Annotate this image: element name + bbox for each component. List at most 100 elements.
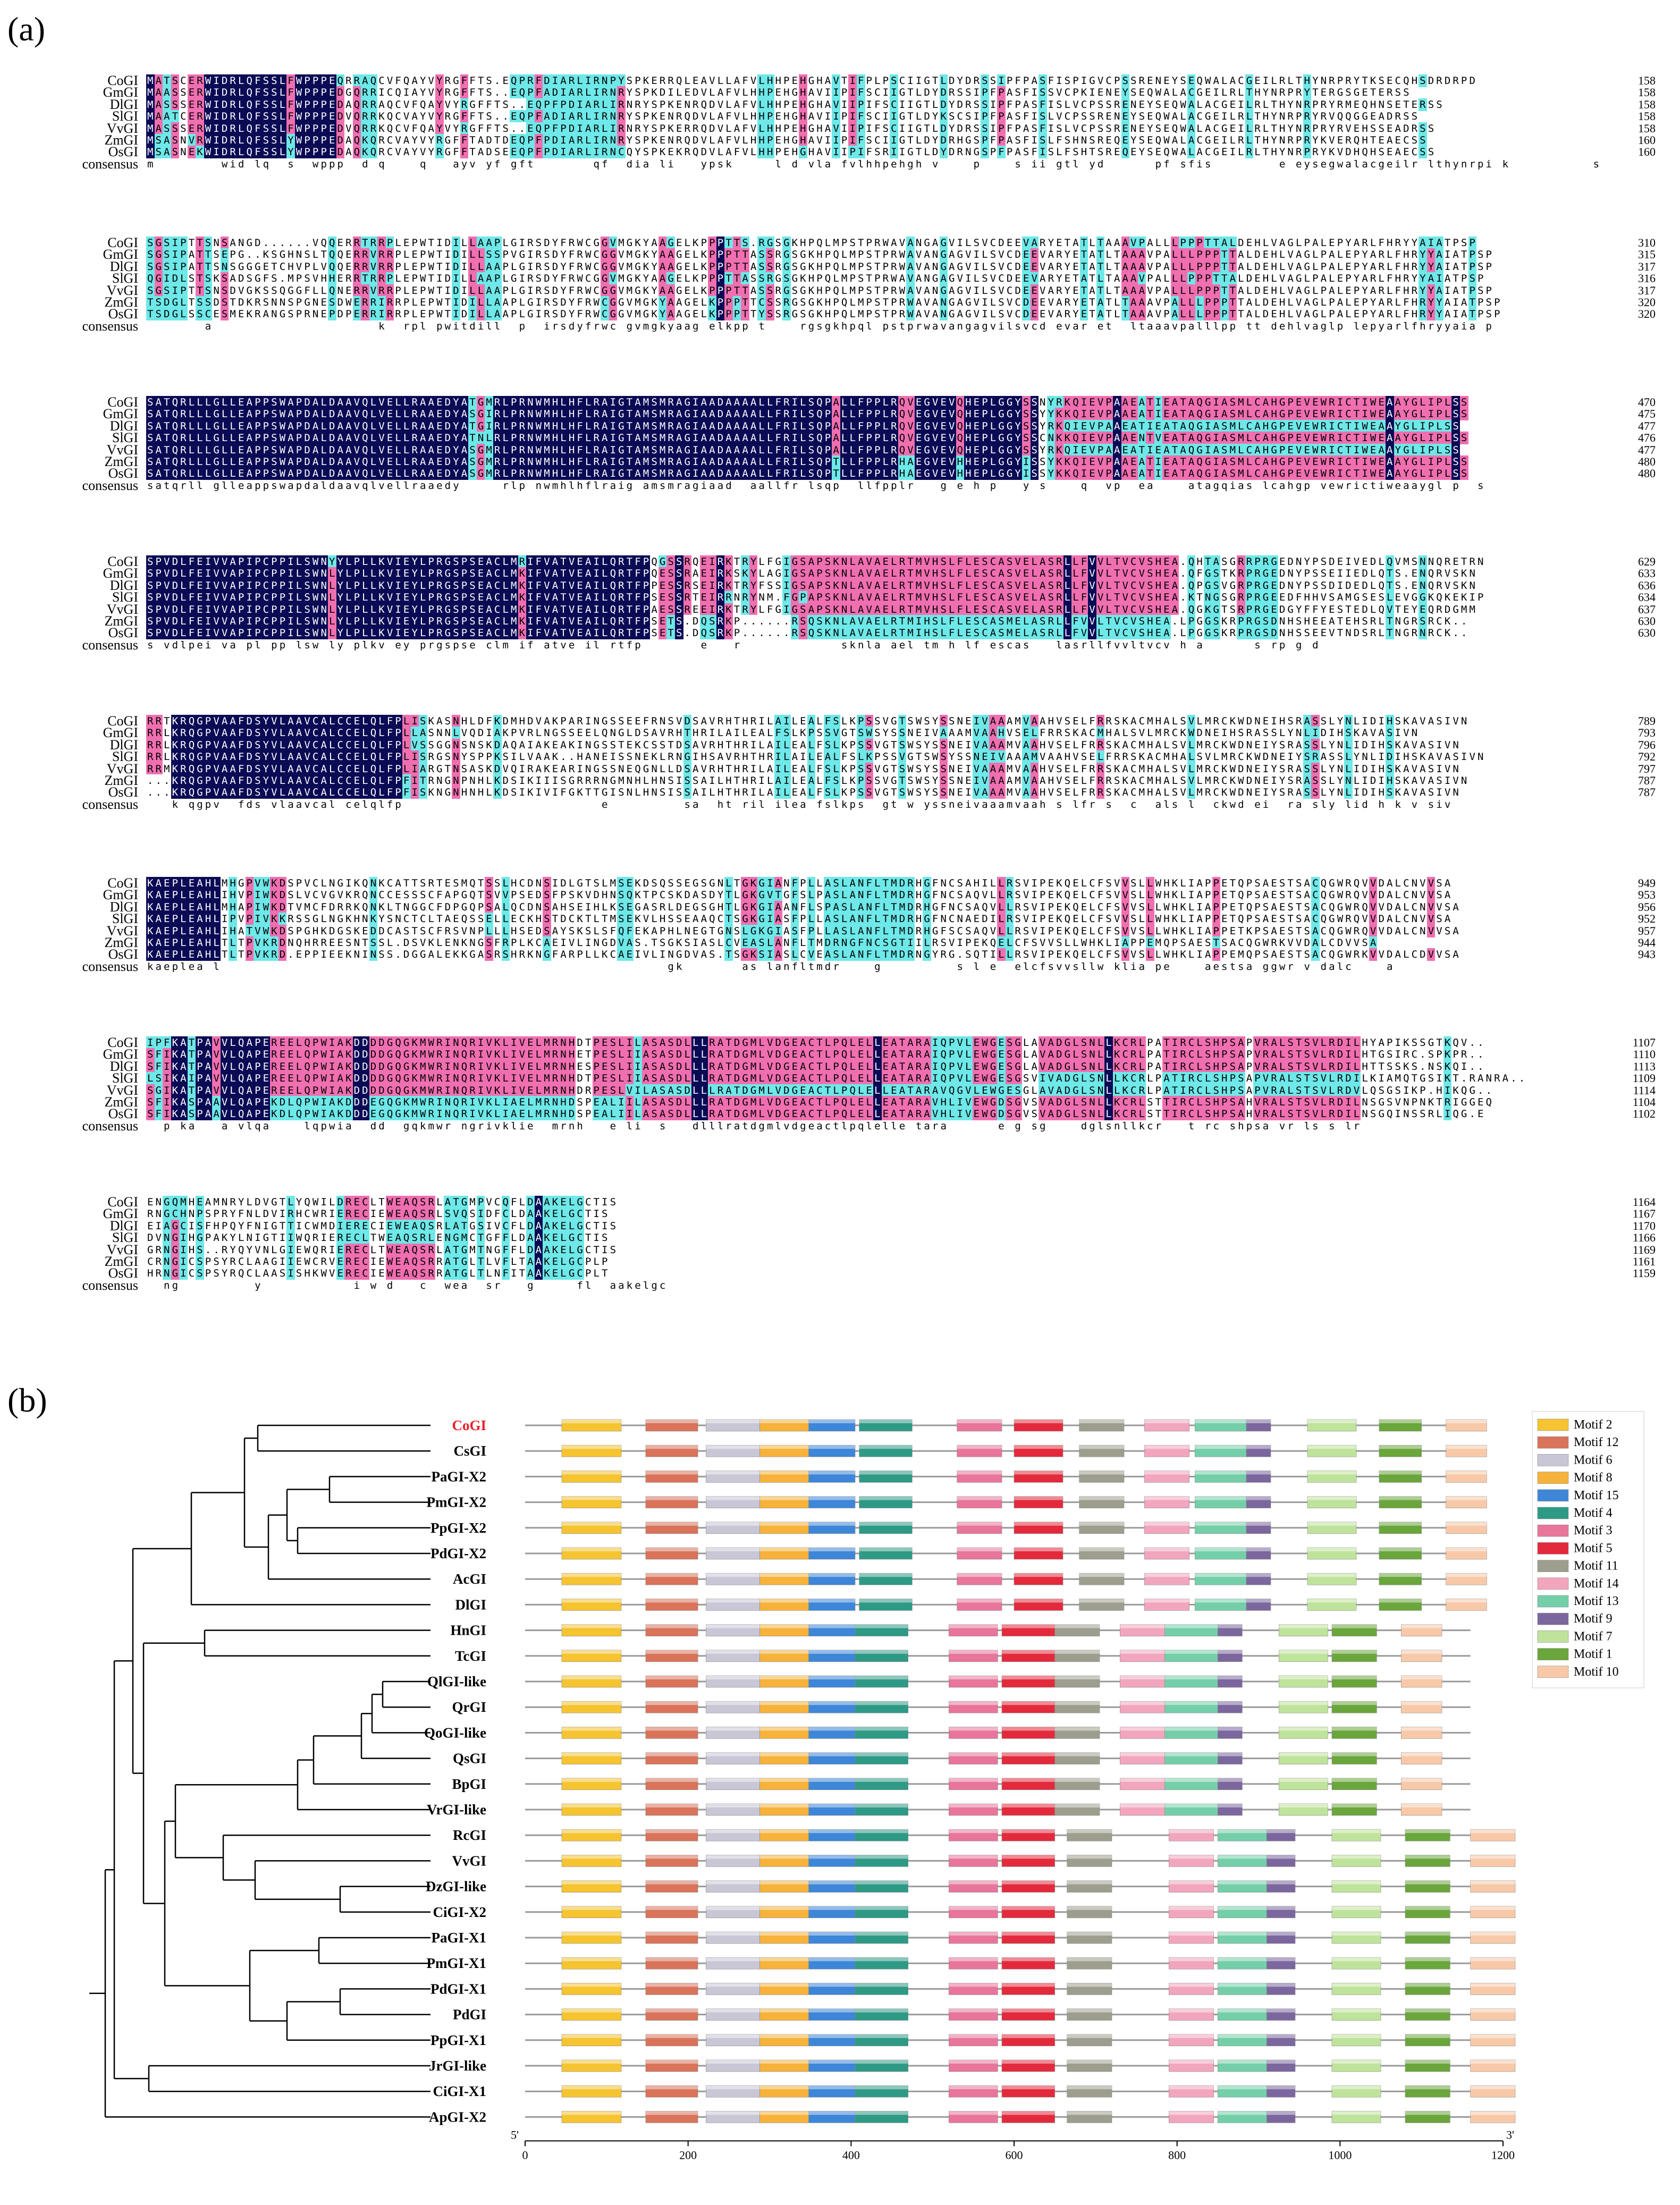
motif-highlight bbox=[1218, 1804, 1243, 1807]
motif-highlight bbox=[645, 1522, 698, 1526]
motif-highlight bbox=[855, 2008, 908, 2013]
motif-box bbox=[1279, 1650, 1328, 1662]
motif-highlight bbox=[562, 2111, 621, 2115]
sequence-name: GmGI bbox=[103, 406, 138, 422]
motif-highlight bbox=[1246, 1471, 1271, 1475]
motif-box bbox=[1405, 1957, 1450, 1970]
motif-highlight bbox=[1405, 2111, 1450, 2115]
sequence-position: 952 bbox=[1638, 912, 1656, 926]
motif-highlight bbox=[808, 1445, 855, 1449]
motif-box bbox=[1169, 2059, 1214, 2072]
motif-highlight bbox=[808, 1420, 855, 1423]
alignment-row: DlGI S F I K A T P A V V L Q A P E R E E L Q P W I A K D D D D G Q G K M W R… bbox=[0, 1059, 1680, 1073]
motif-highlight bbox=[645, 1983, 698, 1987]
motif-box bbox=[1001, 2008, 1055, 2021]
motif-box bbox=[1246, 1547, 1271, 1560]
motif-highlight bbox=[808, 1701, 855, 1705]
motif-box bbox=[645, 1701, 698, 1713]
motif-box bbox=[859, 1573, 913, 1585]
motif-box bbox=[1401, 1701, 1442, 1713]
x-tick-label: 1000 bbox=[1328, 2148, 1352, 2161]
sequence-position: 953 bbox=[1638, 888, 1656, 902]
motif-highlight bbox=[1079, 1522, 1124, 1526]
motif-box bbox=[1267, 1983, 1296, 1995]
motif-box bbox=[1267, 1957, 1296, 1970]
motif-highlight bbox=[1079, 1573, 1124, 1577]
sequence-name: DlGI bbox=[109, 96, 138, 112]
alignment-row: CoGI R R T K R Q G P V A A F D S Y V L A A V C A L C C E L Q L F P L I S K A… bbox=[0, 714, 1680, 728]
motif-highlight bbox=[1067, 1983, 1112, 1987]
motif-highlight bbox=[949, 1701, 998, 1705]
motif-box bbox=[1307, 1573, 1357, 1585]
motif-highlight bbox=[645, 1471, 698, 1475]
motif-box bbox=[1218, 1727, 1243, 1739]
motif-highlight bbox=[706, 1983, 760, 1987]
motif-box bbox=[855, 1778, 908, 1790]
motif-box bbox=[1001, 2059, 1055, 2072]
sequence-position: 317 bbox=[1638, 283, 1656, 297]
motif-box bbox=[1054, 1803, 1100, 1816]
motif-box bbox=[1079, 1471, 1125, 1483]
motif-highlight bbox=[808, 1880, 855, 1885]
motif-highlight bbox=[1307, 1573, 1356, 1577]
motif-box bbox=[949, 1701, 998, 1713]
sequence-name: DlGI bbox=[109, 577, 138, 593]
motif-highlight bbox=[808, 1778, 855, 1782]
motif-box bbox=[1379, 1599, 1422, 1611]
motif-box bbox=[1379, 1573, 1422, 1585]
motif-highlight bbox=[1218, 1983, 1267, 1987]
motif-highlight bbox=[645, 1624, 698, 1628]
sequence-name: VvGI bbox=[106, 601, 138, 617]
motif-highlight bbox=[1002, 2060, 1055, 2064]
motif-highlight bbox=[1218, 1752, 1243, 1756]
motif-highlight bbox=[1002, 1701, 1055, 1705]
motif-highlight bbox=[759, 1727, 809, 1731]
motif-box bbox=[1331, 1855, 1381, 1867]
sequence-name: ZmGI bbox=[104, 454, 138, 469]
sequence-name: GmGI bbox=[103, 565, 138, 581]
alignment-row: OsGI H R N G I C S P S Y R Q C L A A S I S H K W V E R E C I E W E A Q S R R… bbox=[0, 1266, 1680, 1280]
sequence-position: 320 bbox=[1638, 295, 1656, 309]
motif-box bbox=[1307, 1522, 1357, 1534]
motif-highlight bbox=[1164, 1650, 1218, 1654]
motif-highlight bbox=[1401, 1624, 1442, 1628]
motif-highlight bbox=[562, 2085, 621, 2090]
motif-box bbox=[561, 1855, 622, 1867]
alignment-row: SlGI D V N G I H G P A K Y L N I G T I I W Q R I E R E C L T W E A Q S R L E… bbox=[0, 1231, 1680, 1245]
motif-box bbox=[561, 2008, 622, 2021]
consensus-label: consensus bbox=[82, 1118, 138, 1134]
motif-box bbox=[561, 1547, 622, 1560]
motif-box bbox=[645, 1522, 698, 1534]
motif-highlight bbox=[1405, 2060, 1450, 2064]
motif-highlight bbox=[562, 1855, 621, 1859]
sequence-position: 637 bbox=[1638, 602, 1656, 616]
motif-highlight bbox=[562, 1829, 621, 1834]
motif-box bbox=[561, 2111, 622, 2123]
motif-highlight bbox=[855, 1983, 908, 1987]
motif-highlight bbox=[706, 1855, 760, 1859]
motif-highlight bbox=[1470, 2085, 1515, 2090]
motif-highlight bbox=[759, 1624, 809, 1628]
motif-box bbox=[1014, 1522, 1063, 1534]
motif-highlight bbox=[949, 1906, 998, 1910]
motif-highlight bbox=[1002, 1957, 1055, 1962]
motif-box bbox=[949, 1727, 998, 1739]
motif-box bbox=[1079, 1573, 1125, 1585]
alignment-row: OsGI M S A S N E K W I D R L Q F S S L Y W P P P E D A Q K Q R C V A Y V Y R… bbox=[0, 145, 1680, 159]
motif-highlight bbox=[1002, 1829, 1055, 1834]
motif-highlight bbox=[808, 2060, 855, 2064]
sequence-position: 158 bbox=[1638, 121, 1656, 135]
taxon-label: DzGI-like bbox=[426, 1879, 486, 1895]
motif-highlight bbox=[855, 1727, 908, 1731]
taxon-label: PpGI-X1 bbox=[430, 2032, 486, 2048]
motif-box bbox=[1067, 1957, 1112, 1970]
